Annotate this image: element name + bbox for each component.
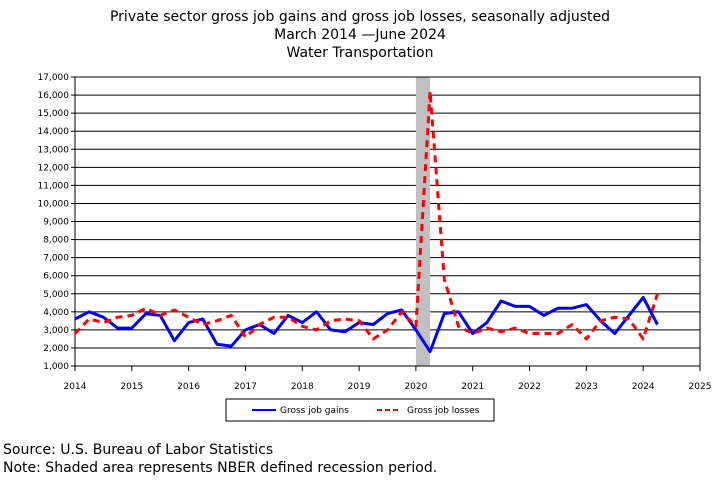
y-tick-label: 8,000	[43, 236, 69, 246]
legend-label-losses: Gross job losses	[407, 406, 480, 416]
y-tick-label: 12,000	[38, 163, 70, 173]
legend: Gross job gains Gross job losses	[225, 398, 495, 422]
recession-band	[415, 77, 431, 366]
chart-subtitle-industry: Water Transportation	[287, 45, 434, 61]
series-lines	[73, 89, 659, 354]
y-tick-label: 13,000	[38, 145, 70, 155]
x-tick-label: 2020	[404, 382, 427, 392]
x-tick-label: 2021	[461, 382, 484, 392]
x-tick-label: 2019	[348, 382, 371, 392]
x-tick-label: 2018	[291, 382, 314, 392]
recession-note: Note: Shaded area represents NBER define…	[3, 460, 437, 476]
y-tick-label: 3,000	[43, 326, 69, 336]
x-tick-label: 2017	[234, 382, 257, 392]
y-tick-label: 11,000	[38, 181, 70, 191]
x-tick-label: 2014	[64, 382, 87, 392]
y-tick-label: 5,000	[43, 290, 69, 300]
legend-label-gains: Gross job gains	[280, 406, 349, 416]
y-tick-label: 10,000	[38, 199, 70, 209]
gridlines	[75, 76, 700, 367]
y-tick-label: 7,000	[43, 254, 69, 264]
source-note: Source: U.S. Bureau of Labor Statistics	[3, 442, 273, 458]
x-tick-label: 2023	[575, 382, 598, 392]
y-tick-label: 6,000	[43, 272, 69, 282]
y-tick-label: 4,000	[43, 308, 69, 318]
y-tick-label: 16,000	[38, 91, 70, 101]
x-tick-label: 2015	[120, 382, 143, 392]
y-tick-label: 14,000	[38, 127, 70, 137]
x-axis-ticks: 2014 2015 2016 2017 2018 2019 2020 2021 2022 2023…	[64, 366, 712, 392]
chart-subtitle-daterange: March 2014 —June 2024	[274, 27, 446, 43]
y-tick-label: 15,000	[38, 109, 70, 119]
x-tick-label: 2025	[689, 382, 712, 392]
y-tick-label: 9,000	[43, 218, 69, 228]
series-line-gains	[74, 295, 659, 354]
y-tick-label: 1,000	[43, 362, 69, 372]
chart-title: Private sector gross job gains and gross…	[110, 9, 610, 25]
recession-shade	[415, 77, 431, 366]
legend-box	[225, 398, 495, 422]
x-tick-label: 2022	[518, 382, 541, 392]
y-axis-ticks: 1,000 2,000 3,000 4,000 5,000 6,000 7,000 8,000…	[38, 73, 75, 372]
y-tick-label: 17,000	[38, 73, 70, 83]
x-tick-label: 2016	[177, 382, 200, 392]
x-tick-label: 2024	[632, 382, 655, 392]
series-line-losses	[73, 89, 659, 341]
y-tick-label: 2,000	[43, 344, 69, 354]
